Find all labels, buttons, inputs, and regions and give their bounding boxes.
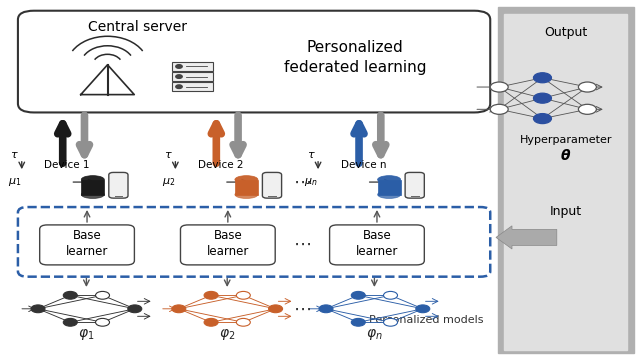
Text: $\tau$: $\tau$ — [164, 150, 173, 160]
FancyBboxPatch shape — [40, 225, 134, 265]
Circle shape — [534, 114, 552, 124]
Bar — [81, 180, 104, 195]
Text: $\mu_1$: $\mu_1$ — [8, 176, 22, 188]
Text: Personalized
federated learning: Personalized federated learning — [284, 40, 426, 75]
Text: $\varphi_1$: $\varphi_1$ — [78, 327, 95, 342]
FancyBboxPatch shape — [262, 172, 282, 198]
Text: Device 1: Device 1 — [44, 160, 90, 170]
FancyBboxPatch shape — [109, 172, 128, 198]
Circle shape — [236, 318, 250, 326]
Text: $\cdots$: $\cdots$ — [293, 235, 311, 252]
Text: Central server: Central server — [88, 20, 187, 34]
Circle shape — [63, 318, 77, 326]
Text: Base
learner: Base learner — [207, 229, 249, 258]
Text: $\tau$: $\tau$ — [10, 150, 19, 160]
Circle shape — [128, 305, 142, 313]
Circle shape — [269, 305, 283, 313]
Bar — [172, 62, 213, 71]
Circle shape — [579, 82, 596, 92]
Circle shape — [383, 291, 397, 299]
Text: $\varphi_2$: $\varphi_2$ — [219, 327, 236, 342]
Circle shape — [176, 85, 182, 89]
Text: Device n: Device n — [340, 160, 387, 170]
Circle shape — [490, 104, 508, 114]
Bar — [172, 72, 213, 81]
Text: $\tau$: $\tau$ — [307, 150, 316, 160]
FancyBboxPatch shape — [18, 11, 490, 112]
FancyBboxPatch shape — [18, 207, 490, 277]
Text: $\mu_n$: $\mu_n$ — [304, 176, 318, 188]
Circle shape — [534, 93, 552, 103]
FancyBboxPatch shape — [405, 172, 424, 198]
Text: Output: Output — [544, 26, 588, 39]
Circle shape — [95, 318, 109, 326]
Circle shape — [95, 291, 109, 299]
FancyBboxPatch shape — [180, 225, 275, 265]
Circle shape — [204, 291, 218, 299]
Circle shape — [236, 291, 250, 299]
Text: $\mathcal{D}_1$: $\mathcal{D}_1$ — [109, 180, 125, 194]
Bar — [172, 82, 213, 91]
Circle shape — [579, 104, 596, 114]
Bar — [378, 180, 401, 195]
Text: Input: Input — [550, 205, 582, 218]
Text: $\varphi_n$: $\varphi_n$ — [366, 327, 383, 342]
Circle shape — [490, 82, 508, 92]
Circle shape — [31, 305, 45, 313]
Circle shape — [534, 73, 552, 83]
Text: Hyperparameter: Hyperparameter — [520, 135, 612, 145]
Circle shape — [63, 291, 77, 299]
Ellipse shape — [81, 191, 104, 198]
Circle shape — [172, 305, 186, 313]
Ellipse shape — [378, 176, 401, 183]
FancyBboxPatch shape — [330, 225, 424, 265]
Circle shape — [383, 318, 397, 326]
Bar — [498, 7, 634, 353]
Circle shape — [319, 305, 333, 313]
Text: Base
learner: Base learner — [356, 229, 398, 258]
Circle shape — [176, 65, 182, 68]
Text: $\mathcal{D}_2$: $\mathcal{D}_2$ — [263, 180, 278, 194]
Bar — [235, 180, 258, 195]
Text: Device 2: Device 2 — [198, 160, 244, 170]
Text: $\mu_2$: $\mu_2$ — [162, 176, 175, 188]
FancyArrow shape — [496, 226, 557, 249]
Text: $\cdots$: $\cdots$ — [293, 300, 311, 318]
Text: $\mathcal{D}_n$: $\mathcal{D}_n$ — [406, 180, 421, 194]
Text: $\boldsymbol{\theta}$: $\boldsymbol{\theta}$ — [560, 148, 572, 163]
Circle shape — [416, 305, 430, 313]
Text: Personalized models: Personalized models — [369, 315, 483, 325]
Text: $\cdots$: $\cdots$ — [293, 172, 311, 190]
Circle shape — [351, 291, 365, 299]
Ellipse shape — [378, 191, 401, 198]
Circle shape — [204, 318, 218, 326]
Circle shape — [176, 75, 182, 79]
Circle shape — [351, 318, 365, 326]
Ellipse shape — [235, 176, 258, 183]
Bar — [504, 14, 627, 350]
Ellipse shape — [235, 191, 258, 198]
Ellipse shape — [81, 176, 104, 183]
Text: Base
learner: Base learner — [66, 229, 108, 258]
